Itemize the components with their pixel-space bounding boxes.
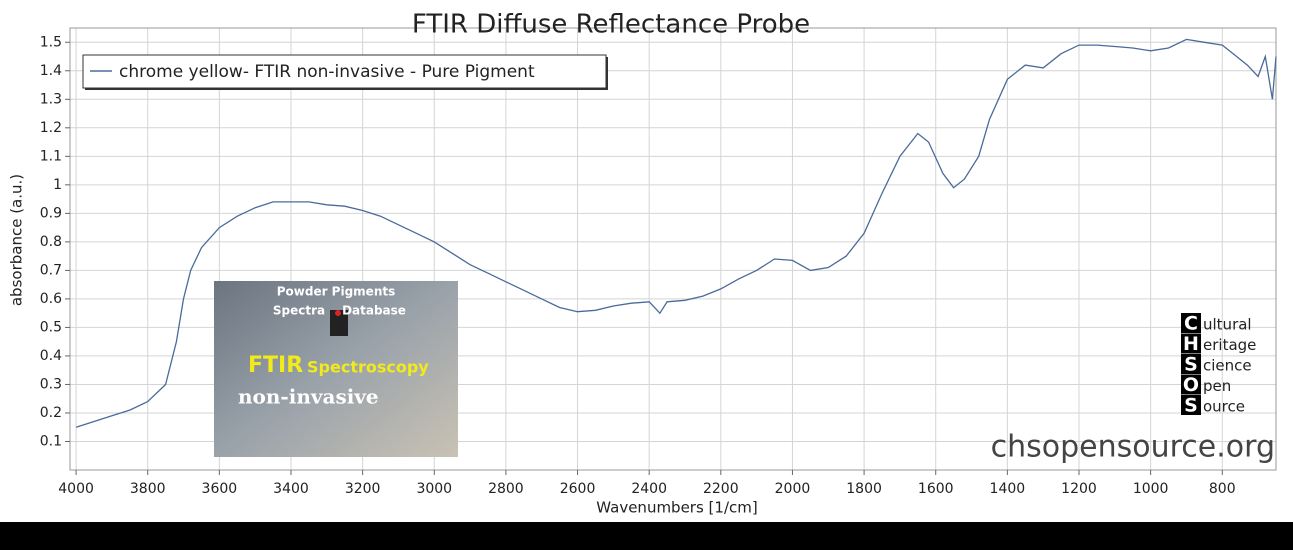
logo-word: cience xyxy=(1203,357,1252,375)
x-tick-label: 3000 xyxy=(416,481,452,497)
y-tick-label: 1.5 xyxy=(40,34,62,50)
y-tick-label: 0.3 xyxy=(40,376,62,392)
logo-letter-box xyxy=(1181,354,1201,374)
legend: chrome yellow- FTIR non-invasive - Pure … xyxy=(82,54,608,90)
x-tick-label: 2600 xyxy=(560,481,596,497)
data-line xyxy=(75,38,1277,428)
y-axis-label: absorbance (a.u.) xyxy=(8,174,26,306)
y-tick-label: 0.8 xyxy=(40,234,62,250)
y-tick-label: 1.1 xyxy=(40,148,62,164)
y-tick-label: 0.9 xyxy=(40,205,62,221)
x-tick-label: 2200 xyxy=(703,481,739,497)
x-tick-label: 800 xyxy=(1209,481,1236,497)
logo-word: eritage xyxy=(1203,336,1256,354)
x-tick-label: 3400 xyxy=(273,481,309,497)
inset-led xyxy=(335,310,341,316)
logo-letter-box xyxy=(1181,374,1201,395)
x-tick-label: 1600 xyxy=(918,481,954,497)
logo-letter: C xyxy=(1184,313,1198,335)
inset-text: non-invasive xyxy=(238,385,379,409)
logo-letter: O xyxy=(1183,374,1199,396)
inset-text: Spectra xyxy=(273,304,325,318)
inset-text: Database xyxy=(342,304,406,318)
x-tick-label: 2400 xyxy=(631,481,667,497)
x-tick-label: 4000 xyxy=(58,481,94,497)
y-tick-label: 0.1 xyxy=(40,433,62,449)
legend-label: chrome yellow- FTIR non-invasive - Pure … xyxy=(119,62,535,82)
y-tick-label: 1.2 xyxy=(40,120,62,136)
logo-word: ultural xyxy=(1203,316,1252,334)
x-tick-label: 1400 xyxy=(990,481,1026,497)
plot-frame xyxy=(69,27,1277,471)
inset-device xyxy=(330,310,348,336)
inset-text: FTIR xyxy=(248,353,303,378)
y-tick-label: 1 xyxy=(53,177,62,193)
logo-word: pen xyxy=(1203,377,1231,395)
x-tick-label: 1000 xyxy=(1133,481,1169,497)
x-tick-label: 1800 xyxy=(846,481,882,497)
logo-letter: S xyxy=(1184,354,1198,376)
y-tick-label: 0.4 xyxy=(40,348,62,364)
bottom-band xyxy=(0,522,1293,550)
chart-title: FTIR Diffuse Reflectance Probe xyxy=(412,10,810,40)
y-tick-label: 0.5 xyxy=(40,319,62,335)
y-tick-label: 1.3 xyxy=(40,91,62,107)
x-axis-label: Wavenumbers [1/cm] xyxy=(596,499,757,517)
x-tick-label: 3600 xyxy=(202,481,238,497)
logo-word: ource xyxy=(1203,398,1245,416)
logo-letter: H xyxy=(1183,333,1199,355)
y-tick-label: 0.6 xyxy=(40,291,62,307)
y-tick-label: 0.7 xyxy=(40,262,62,278)
x-tick-label: 1200 xyxy=(1061,481,1097,497)
watermark: chsopensource.org xyxy=(991,430,1275,465)
logo-letter: S xyxy=(1184,395,1198,417)
inset-image: Powder Pigments Spectra Database FTIR Sp… xyxy=(214,281,458,457)
x-tick-label: 3200 xyxy=(345,481,381,497)
inset-text: Spectroscopy xyxy=(307,358,429,377)
y-tick-label: 0.2 xyxy=(40,405,62,421)
logo-letter-box xyxy=(1181,333,1201,354)
inset-text: Powder Pigments xyxy=(277,285,396,299)
logo-letter-box xyxy=(1181,313,1201,333)
logo-letter-box xyxy=(1181,395,1201,415)
legend-box xyxy=(82,54,607,89)
x-tick-label: 2800 xyxy=(488,481,524,497)
x-tick-label: 3800 xyxy=(130,481,166,497)
x-tick-label: 2000 xyxy=(775,481,811,497)
y-tick-label: 1.4 xyxy=(40,63,62,79)
